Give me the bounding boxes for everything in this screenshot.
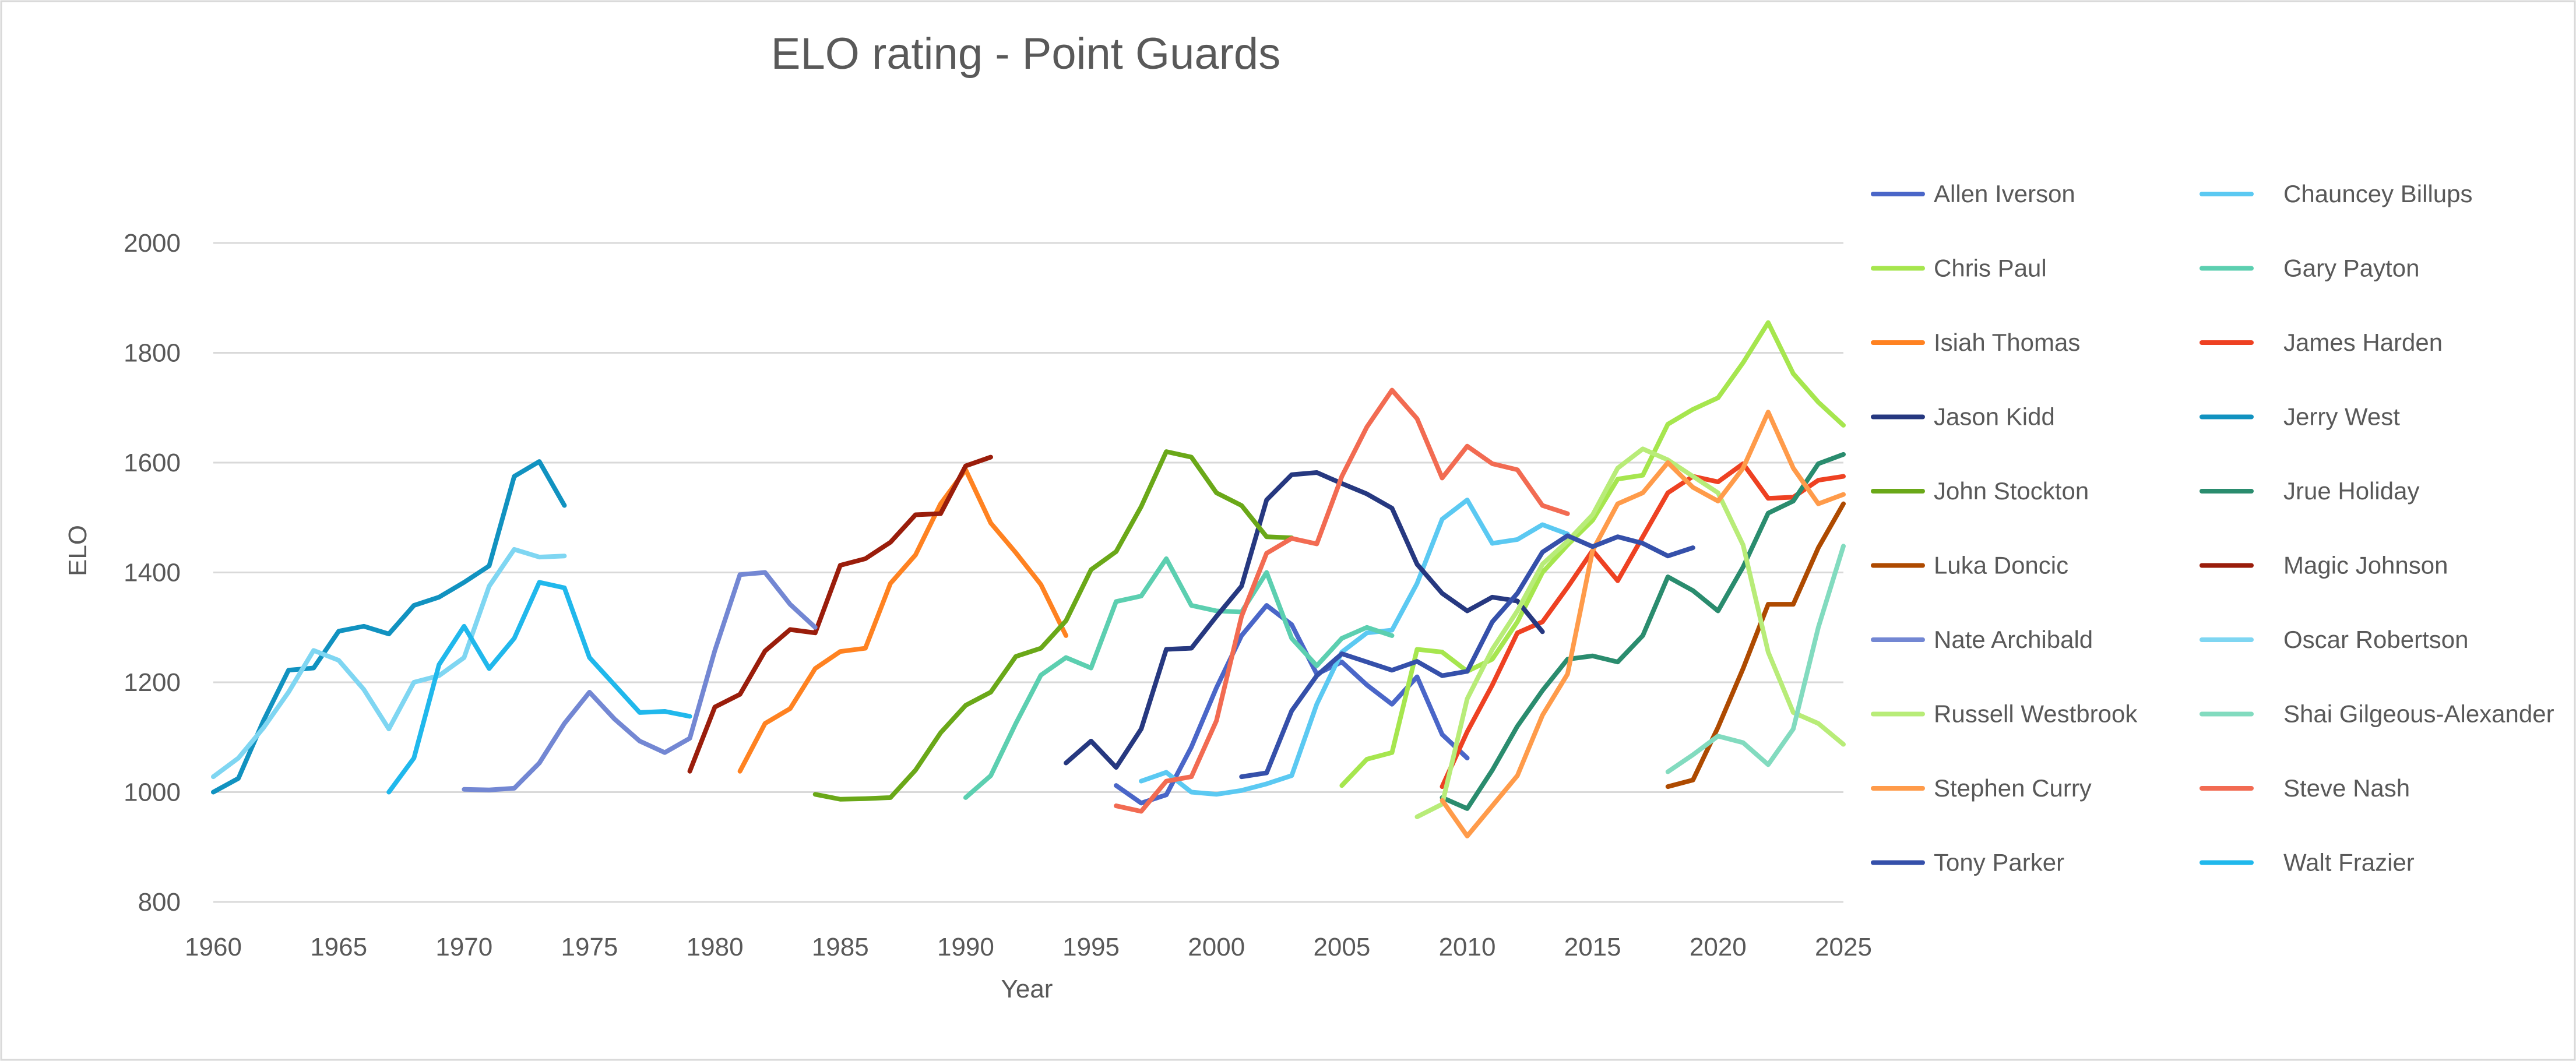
y-tick-label: 800 [138, 888, 181, 917]
series-line-oscar-robertson [211, 547, 567, 780]
series-line-jrue-holiday [1440, 452, 1846, 811]
legend-item-jerry-west: Jerry West [2200, 403, 2400, 431]
series-line-chauncey-billups [1139, 498, 1570, 797]
x-tick-label: 2020 [1690, 933, 1747, 961]
x-axis-label: Year [1001, 975, 1053, 1003]
legend-item-jason-kidd: Jason Kidd [1871, 403, 2055, 431]
legend-item-luka-doncic: Luka Doncic [1871, 552, 2068, 579]
legend-label: Chris Paul [1934, 255, 2047, 282]
series-line-john-stockton [812, 449, 1294, 802]
x-tick-label: 1965 [310, 933, 367, 961]
legend-label: Tony Parker [1934, 849, 2064, 876]
x-tick-label: 1990 [937, 933, 994, 961]
legend-item-gary-payton: Gary Payton [2200, 255, 2419, 282]
series-line-walt-frazier [386, 580, 692, 795]
series-line-shai-gilgeous-alexander [1665, 544, 1846, 774]
legend-label: Walt Frazier [2283, 849, 2415, 876]
legend-item-stephen-curry: Stephen Curry [1871, 774, 2092, 802]
legend-item-jrue-holiday: Jrue Holiday [2200, 477, 2419, 505]
x-tick-label: 1980 [687, 933, 744, 961]
y-tick-label: 1600 [124, 449, 181, 477]
legend-label: Steve Nash [2283, 774, 2410, 802]
legend-label: Gary Payton [2283, 255, 2419, 282]
legend-label: Isiah Thomas [1934, 329, 2080, 356]
legend-label: Magic Johnson [2283, 552, 2448, 579]
x-tick-label: 1970 [435, 933, 492, 961]
legend-item-tony-parker: Tony Parker [1871, 849, 2064, 876]
x-tick-label: 1975 [561, 933, 618, 961]
series-line-stephen-curry [1440, 410, 1846, 838]
chart-title: ELO rating - Point Guards [771, 29, 1280, 79]
legend-label: Nate Archibald [1934, 626, 2093, 653]
x-axis-ticks: 1960 1965 1970 1975 1980 1985 1990 1995 2000 2005… [185, 933, 1872, 961]
legend-item-isiah-thomas: Isiah Thomas [1871, 329, 2080, 356]
series-line-magic-johnson [687, 454, 993, 774]
series-line-steve-nash [1114, 387, 1570, 814]
legend-label: Jerry West [2283, 403, 2400, 431]
series-line-jerry-west [211, 459, 567, 795]
y-tick-label: 2000 [124, 229, 181, 258]
y-tick-label: 1000 [124, 778, 181, 807]
legend-item-allen-iverson: Allen Iverson [1871, 180, 2075, 207]
y-axis-ticks: 800 1000 1200 1400 1600 1800 2000 [124, 229, 181, 917]
y-axis-label: ELO [64, 525, 92, 576]
legend-item-magic-johnson: Magic Johnson [2200, 552, 2448, 579]
legend-label: John Stockton [1934, 477, 2089, 505]
series-line-gary-payton [963, 556, 1395, 800]
series-line-chris-paul [1339, 320, 1846, 788]
legend-item-walt-frazier: Walt Frazier [2200, 849, 2415, 876]
series-lines [211, 320, 1846, 838]
legend-item-steve-nash: Steve Nash [2200, 774, 2410, 802]
series-line-luka-doncic [1665, 501, 1846, 789]
legend-label: Allen Iverson [1934, 180, 2075, 207]
series-line-russell-westbrook [1414, 446, 1846, 819]
y-tick-label: 1200 [124, 668, 181, 697]
series-line-james-harden [1440, 461, 1846, 789]
legend-label: Jason Kidd [1934, 403, 2055, 431]
series-line-jason-kidd [1064, 470, 1545, 770]
legend-item-shai-gilgeous-alexander: Shai Gilgeous-Alexander [2200, 700, 2554, 728]
series-line-tony-parker [1239, 533, 1695, 780]
legend-label: Luka Doncic [1934, 552, 2068, 579]
x-tick-label: 1985 [812, 933, 869, 961]
legend-label: Shai Gilgeous-Alexander [2283, 700, 2554, 728]
x-tick-label: 2025 [1815, 933, 1872, 961]
legend-label: Chauncey Billups [2283, 180, 2473, 207]
x-tick-label: 1995 [1062, 933, 1120, 961]
legend-label: Oscar Robertson [2283, 626, 2468, 653]
series-line-isiah-thomas [737, 467, 1069, 774]
legend-label: Stephen Curry [1934, 774, 2092, 802]
legend-item-james-harden: James Harden [2200, 329, 2443, 356]
legend-item-chris-paul: Chris Paul [1871, 255, 2047, 282]
x-tick-label: 2015 [1564, 933, 1621, 961]
legend-label: Jrue Holiday [2283, 477, 2419, 505]
y-tick-label: 1400 [124, 559, 181, 587]
y-tick-label: 1800 [124, 339, 181, 368]
legend-item-nate-archibald: Nate Archibald [1871, 626, 2093, 653]
x-tick-label: 2010 [1439, 933, 1496, 961]
legend-item-russell-westbrook: Russell Westbrook [1871, 700, 2138, 728]
series-line-nate-archibald [462, 570, 818, 792]
legend-label: James Harden [2283, 329, 2443, 356]
legend-label: Russell Westbrook [1934, 700, 2138, 728]
legend: Allen Iverson Chauncey Billups Chris Paul G… [1871, 180, 2554, 876]
legend-item-chauncey-billups: Chauncey Billups [2200, 180, 2473, 207]
x-tick-label: 2005 [1313, 933, 1370, 961]
legend-item-oscar-robertson: Oscar Robertson [2200, 626, 2468, 653]
x-tick-label: 2000 [1188, 933, 1245, 961]
legend-item-john-stockton: John Stockton [1871, 477, 2089, 505]
x-tick-label: 1960 [185, 933, 242, 961]
